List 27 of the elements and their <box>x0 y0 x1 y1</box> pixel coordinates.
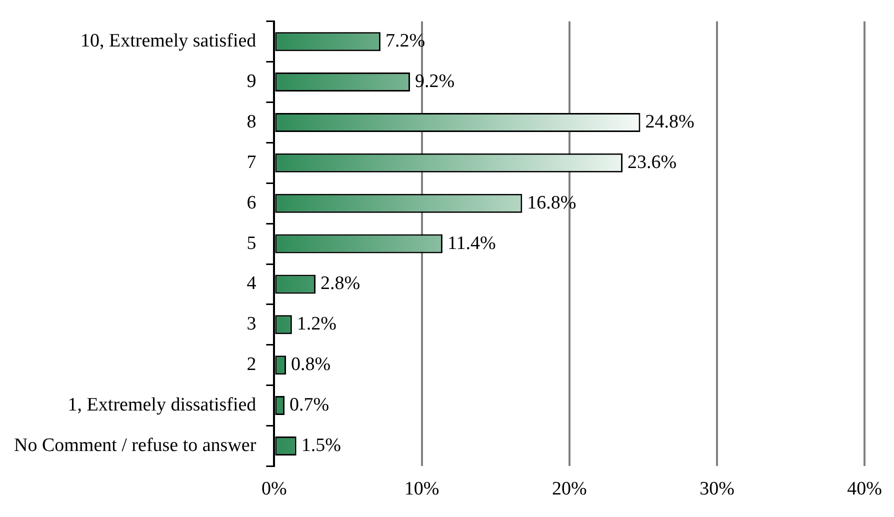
y-tick-label: 10, Extremely satisfied <box>80 30 257 52</box>
x-tick-label: 20% <box>552 478 587 500</box>
x-tick-label: 0% <box>262 478 288 500</box>
y-tick-label: 2 <box>246 354 256 376</box>
data-label: 0.7% <box>290 394 330 416</box>
y-tick-label: No Comment / refuse to answer <box>14 434 257 456</box>
y-tick-label: 7 <box>246 152 256 173</box>
y-tick-label: 4 <box>246 273 257 294</box>
data-label: 16.8% <box>527 192 576 214</box>
x-tick-label: 30% <box>700 478 735 500</box>
data-label: 1.2% <box>296 314 337 335</box>
y-tick-label: 9 <box>246 71 256 92</box>
data-label: 23.6% <box>628 152 677 173</box>
data-label: 9.2% <box>414 71 455 92</box>
data-label: 0.8% <box>291 354 331 376</box>
data-label: 1.5% <box>301 434 342 456</box>
data-label: 24.8% <box>645 111 694 132</box>
data-label: 11.4% <box>447 232 496 254</box>
y-tick-label: 3 <box>246 314 256 335</box>
x-tick-label: 10% <box>404 478 440 500</box>
data-label: 7.2% <box>385 30 426 52</box>
data-label: 2.8% <box>320 273 360 294</box>
y-tick-label: 1, Extremely dissatisfied <box>68 394 257 416</box>
x-tick-label: 40% <box>847 478 882 500</box>
y-tick-label: 5 <box>246 232 256 254</box>
y-tick-label: 6 <box>246 192 256 214</box>
y-tick-label: 8 <box>246 111 256 132</box>
